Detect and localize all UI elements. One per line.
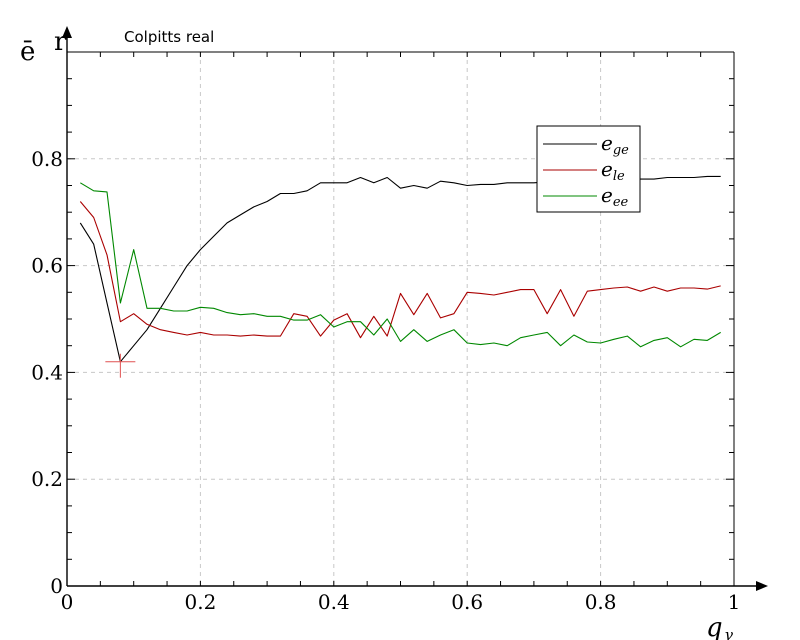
series-line-ee	[80, 182, 721, 348]
crosshair-marker	[105, 353, 136, 378]
y-tick-label: 0	[50, 574, 63, 598]
x-tick-label: 1	[728, 590, 741, 614]
plot-frame	[62, 26, 768, 591]
legend-label-ge: ege	[601, 131, 629, 158]
x-tick-label: 0.8	[585, 590, 617, 614]
y-tick-label: 0.2	[31, 467, 63, 491]
x-axis-label-main: q	[706, 613, 723, 640]
chart-title: Colpitts real	[124, 28, 214, 46]
x-axis-label-sub: γ	[724, 626, 733, 640]
y-axis-label: ē r	[20, 27, 67, 67]
x-tick-label: 0.6	[451, 590, 483, 614]
y-tick-label: 0.6	[31, 254, 63, 278]
y-tick-label: 0.8	[31, 147, 63, 171]
x-tick-label: 0.2	[184, 590, 216, 614]
x-tick-label: 0	[61, 590, 74, 614]
y-axis-label-extra: r	[54, 27, 67, 57]
x-tick-label: 0.4	[318, 590, 350, 614]
x-axis-label: q γ	[706, 613, 733, 640]
legend-label-ee: eee	[601, 183, 629, 210]
legend-label-le: ele	[601, 157, 625, 184]
legend-box	[536, 125, 641, 213]
x-axis-arrow	[756, 581, 768, 591]
series-line-le	[79, 201, 721, 339]
y-axis-arrow	[62, 26, 72, 38]
y-tick-label: 0.4	[31, 360, 63, 384]
tick-labels: 0 0.2 0.4 0.6 0.8 1 0 0.2 0.4 0.6 0.8	[31, 147, 740, 614]
y-axis-label-main: ē	[20, 37, 35, 67]
